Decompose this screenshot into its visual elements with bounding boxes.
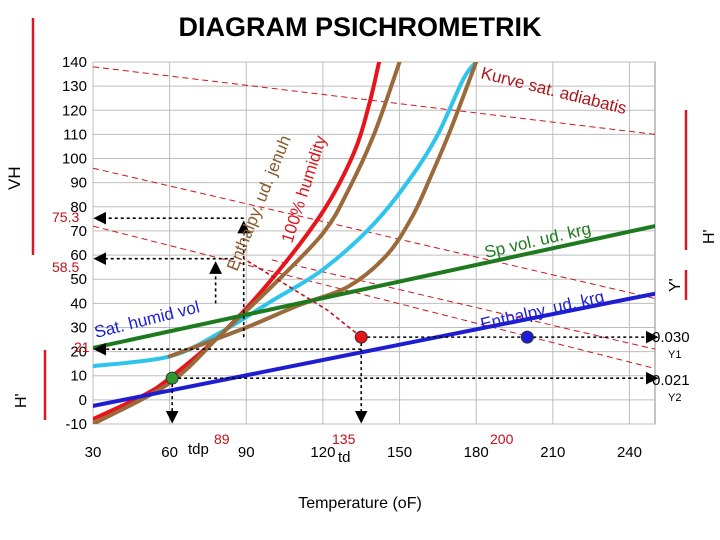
guide-line: [93, 167, 655, 299]
x-tick-label: 30: [85, 444, 102, 461]
x-tick-label: 150: [387, 444, 412, 461]
y-tick-label: 30: [70, 319, 87, 336]
y-right-label: Y': [667, 278, 684, 292]
series-line: [93, 291, 655, 408]
data-point: [165, 371, 179, 385]
x-tick-label: 240: [617, 444, 642, 461]
mark-89: 89: [214, 431, 230, 447]
y-tick-label: 110: [63, 126, 87, 143]
marker-layer: [93, 211, 659, 424]
h-left-label: H': [13, 393, 30, 408]
x-tick-label: 60: [161, 444, 178, 461]
x-tick-label: 120: [310, 444, 335, 461]
y-tick-label: -10: [65, 416, 87, 433]
guide-line: [93, 225, 655, 369]
y-tick-label: 10: [70, 368, 87, 385]
y-tick-label: 90: [70, 175, 87, 192]
mark-75-3: 75.3: [52, 209, 79, 225]
mark-58-5: 58.5: [52, 259, 79, 275]
y2-label: Y2: [668, 392, 681, 404]
tdp-label: tdp: [188, 441, 209, 458]
td-label: td: [338, 449, 351, 466]
x-axis-label: Temperature (oF): [298, 495, 422, 512]
y-axis-ticks: -10 0 10 20 30 40 50 60 70 80 90 100 110 120 130 140: [62, 54, 87, 433]
series-line: [93, 62, 382, 422]
y-tick-label: 20: [70, 344, 87, 361]
adiabatic-guide-lines: [93, 66, 655, 369]
series-line: [93, 224, 655, 350]
mark-21: 21: [74, 339, 90, 355]
chart-title: DIAGRAM PSICHROMETRIK: [178, 12, 542, 42]
series-line: [167, 62, 479, 359]
y-tick-label: 100: [62, 151, 87, 168]
y1-value: 0.030: [652, 329, 690, 346]
y2-value: 0.021: [652, 372, 690, 389]
y-tick-label: 140: [62, 54, 87, 71]
guide-line: [271, 259, 655, 350]
y-tick-label: 80: [70, 199, 87, 216]
vh-label: VH: [5, 166, 24, 190]
data-point: [520, 330, 534, 344]
y-tick-label: 50: [70, 271, 87, 288]
y-tick-label: 70: [70, 223, 87, 240]
y-tick-label: 120: [62, 102, 87, 119]
y-tick-label: 60: [70, 247, 87, 264]
y-tick-label: 40: [70, 295, 87, 312]
x-tick-label: 180: [464, 444, 489, 461]
data-point: [354, 330, 368, 344]
mark-135: 135: [332, 431, 356, 447]
y-tick-label: 130: [62, 78, 87, 95]
red-reading-line: [243, 258, 362, 338]
x-axis-ticks: 30 60 90 120 150 180 210 240: [85, 444, 642, 461]
mark-200: 200: [490, 431, 514, 447]
x-tick-label: 210: [540, 444, 565, 461]
y-tick-label: 0: [79, 392, 87, 409]
guide-line: [93, 66, 655, 135]
h-right-label: H': [701, 229, 718, 244]
y1-label: Y1: [668, 349, 681, 361]
series-layer: [93, 62, 655, 424]
x-tick-label: 90: [238, 444, 255, 461]
